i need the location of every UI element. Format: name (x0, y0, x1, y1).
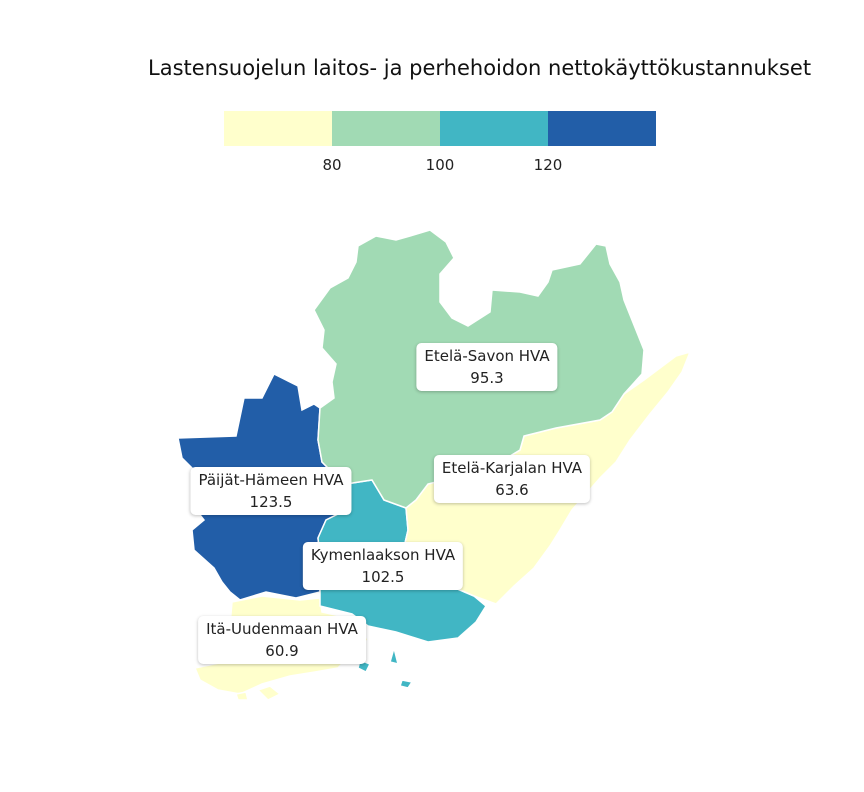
legend-bin-2 (332, 111, 440, 146)
region-label-etela-karjala: Etelä-Karjalan HVA 63.6 (433, 455, 591, 503)
region-name: Päijät-Hämeen HVA (198, 471, 344, 489)
region-label-etela-savo: Etelä-Savon HVA 95.3 (416, 343, 558, 391)
legend-tick: 100 (425, 156, 455, 174)
legend-bin-1 (224, 111, 332, 146)
region-value: 95.3 (470, 369, 504, 387)
region-label-kymenlaakso: Kymenlaakson HVA 102.5 (302, 542, 464, 590)
region-label-ita-uusimaa: Itä-Uudenmaan HVA 60.9 (198, 616, 366, 664)
region-name: Etelä-Karjalan HVA (441, 459, 583, 477)
legend-tick: 80 (322, 156, 342, 174)
region-value: 123.5 (249, 493, 293, 511)
region-value: 60.9 (265, 642, 299, 660)
region-label-paijat-hame: Päijät-Hämeen HVA 123.5 (190, 467, 352, 515)
color-legend (224, 111, 656, 146)
legend-tick: 120 (533, 156, 563, 174)
region-name: Itä-Uudenmaan HVA (206, 620, 358, 638)
region-value: 102.5 (361, 568, 405, 586)
legend-bin-4 (548, 111, 656, 146)
region-name: Kymenlaakson HVA (310, 546, 456, 564)
legend-bin-3 (440, 111, 548, 146)
region-name: Etelä-Savon HVA (424, 347, 550, 365)
map-title: Lastensuojelun laitos- ja perhehoidon ne… (148, 56, 812, 80)
region-value: 63.6 (495, 481, 529, 499)
